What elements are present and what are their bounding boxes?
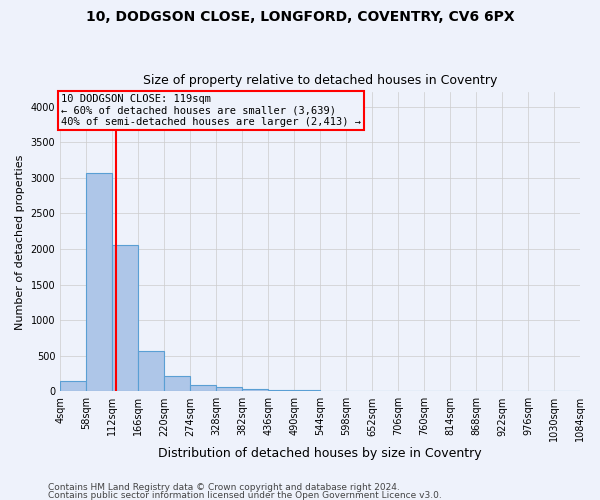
Bar [346,391,372,392]
Bar [242,389,268,392]
Bar [86,174,112,392]
Bar [164,376,190,392]
X-axis label: Distribution of detached houses by size in Coventry: Distribution of detached houses by size … [158,447,482,460]
Text: 10 DODGSON CLOSE: 119sqm
← 60% of detached houses are smaller (3,639)
40% of sem: 10 DODGSON CLOSE: 119sqm ← 60% of detach… [61,94,361,127]
Bar [320,390,346,392]
Y-axis label: Number of detached properties: Number of detached properties [15,154,25,330]
Title: Size of property relative to detached houses in Coventry: Size of property relative to detached ho… [143,74,497,87]
Bar [268,390,294,392]
Text: Contains public sector information licensed under the Open Government Licence v3: Contains public sector information licen… [48,490,442,500]
Bar [216,388,242,392]
Bar [138,352,164,392]
Bar [190,385,216,392]
Bar [112,244,138,392]
Bar [60,380,86,392]
Bar [294,390,320,392]
Text: Contains HM Land Registry data © Crown copyright and database right 2024.: Contains HM Land Registry data © Crown c… [48,484,400,492]
Text: 10, DODGSON CLOSE, LONGFORD, COVENTRY, CV6 6PX: 10, DODGSON CLOSE, LONGFORD, COVENTRY, C… [86,10,514,24]
